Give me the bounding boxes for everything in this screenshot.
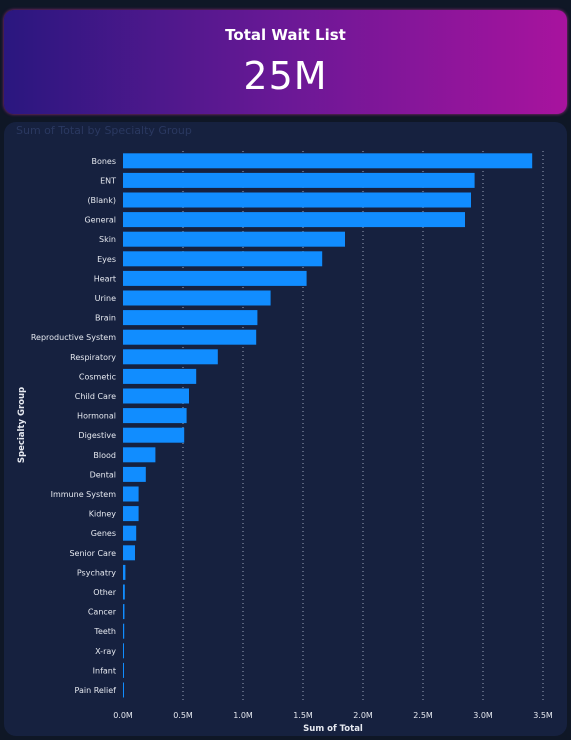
category-label: Psychatry xyxy=(77,568,116,577)
x-tick-label: 2.5M xyxy=(413,711,433,720)
bar[interactable] xyxy=(123,466,146,482)
category-label: Hormonal xyxy=(77,412,116,421)
bar[interactable] xyxy=(123,270,307,286)
bar[interactable] xyxy=(123,349,218,365)
bar[interactable] xyxy=(123,545,135,561)
category-label: Teeth xyxy=(93,627,116,636)
category-label: Infant xyxy=(93,666,116,675)
category-label: Skin xyxy=(99,235,116,244)
category-label: Dental xyxy=(90,470,116,479)
category-label: (Blank) xyxy=(87,196,116,205)
category-label: Other xyxy=(93,588,116,597)
bar[interactable] xyxy=(123,212,465,228)
bar[interactable] xyxy=(123,427,185,443)
x-tick-label: 1.5M xyxy=(293,711,313,720)
x-tick-label: 1.0M xyxy=(233,711,253,720)
x-tick-label: 3.0M xyxy=(473,711,493,720)
category-label: Bones xyxy=(91,157,116,166)
kpi-title: Total Wait List xyxy=(225,26,346,44)
bar[interactable] xyxy=(123,564,126,580)
bar[interactable] xyxy=(123,408,187,424)
bar[interactable] xyxy=(123,584,125,600)
bar[interactable] xyxy=(123,251,323,267)
bar[interactable] xyxy=(123,290,271,306)
bar[interactable] xyxy=(123,172,475,188)
bar[interactable] xyxy=(123,623,125,639)
x-tick-label: 0.0M xyxy=(113,711,133,720)
bar[interactable] xyxy=(123,231,345,247)
bar[interactable] xyxy=(123,368,197,384)
category-label: Respiratory xyxy=(70,353,116,362)
bar[interactable] xyxy=(123,329,257,345)
chart-title: Sum of Total by Specialty Group xyxy=(16,124,192,137)
category-label: Cancer xyxy=(88,608,117,617)
category-label: Kidney xyxy=(89,510,117,519)
x-tick-label: 2.0M xyxy=(353,711,373,720)
bar[interactable] xyxy=(123,447,156,463)
category-label: Blood xyxy=(93,451,116,460)
bar[interactable] xyxy=(123,310,258,326)
bar[interactable] xyxy=(123,388,189,404)
bar[interactable] xyxy=(123,682,124,698)
bar[interactable] xyxy=(123,604,125,620)
category-label: ENT xyxy=(100,176,116,185)
bar[interactable] xyxy=(123,153,533,169)
total-wait-list-card[interactable]: Total Wait List 25M xyxy=(4,10,567,114)
x-tick-label: 3.5M xyxy=(533,711,553,720)
category-label: X-ray xyxy=(95,647,116,656)
x-tick-label: 0.5M xyxy=(173,711,193,720)
bar[interactable] xyxy=(123,662,124,678)
category-label: Digestive xyxy=(78,431,116,440)
category-label: Child Care xyxy=(75,392,116,401)
y-axis-title: Specialty Group xyxy=(17,387,27,463)
bar[interactable] xyxy=(123,486,139,502)
kpi-value: 25M xyxy=(243,54,328,98)
category-label: Immune System xyxy=(51,490,117,499)
x-axis-title: Sum of Total xyxy=(303,724,363,734)
category-label: Cosmetic xyxy=(79,372,116,381)
category-label: Brain xyxy=(95,314,116,323)
category-label: Eyes xyxy=(97,255,116,264)
category-label: Pain Relief xyxy=(74,686,116,695)
bar[interactable] xyxy=(123,506,139,522)
category-label: General xyxy=(84,216,116,225)
category-label: Senior Care xyxy=(69,549,116,558)
bar[interactable] xyxy=(123,643,124,659)
category-label: Reproductive System xyxy=(31,333,116,342)
bar[interactable] xyxy=(123,525,137,541)
category-label: Genes xyxy=(91,529,116,538)
category-label: Urine xyxy=(95,294,116,303)
category-label: Heart xyxy=(94,274,116,283)
bar[interactable] xyxy=(123,192,471,208)
